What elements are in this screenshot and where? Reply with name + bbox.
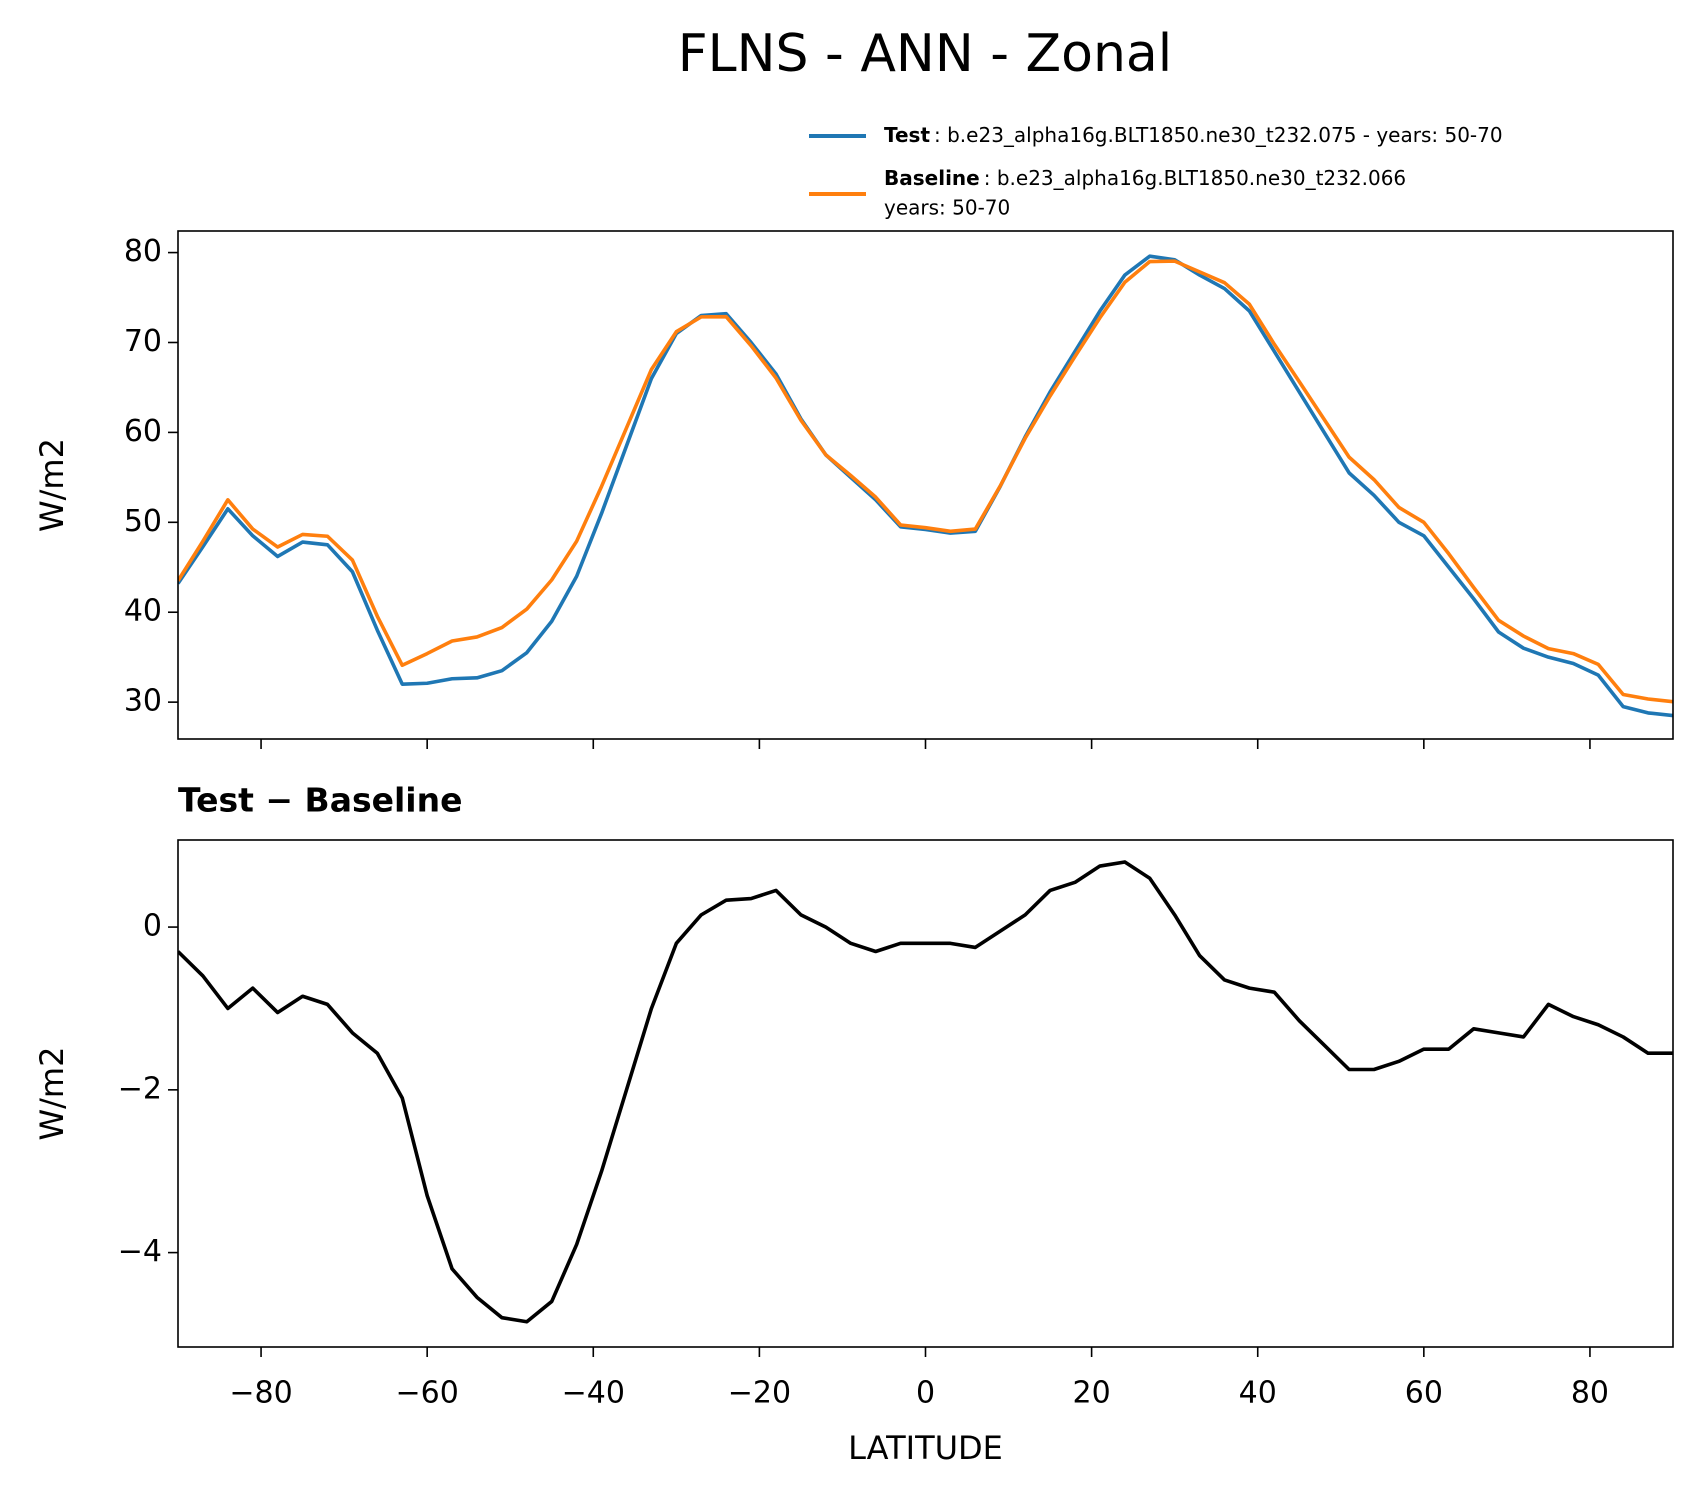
- figure-title: FLNS - ANN - Zonal: [678, 24, 1173, 84]
- y-axis-label: W/m2: [33, 438, 71, 532]
- x-tick-label: 60: [1405, 1376, 1443, 1411]
- x-tick-label: 80: [1571, 1376, 1609, 1411]
- x-tick-label: 20: [1073, 1376, 1111, 1411]
- legend-name: Baseline: [884, 166, 980, 190]
- legend-description: : b.e23_alpha16g.BLT1850.ne30_t232.066: [984, 166, 1406, 190]
- y-tick-label: 30: [124, 684, 162, 719]
- y-tick-label: −4: [118, 1234, 162, 1269]
- y-tick-label: 40: [124, 594, 162, 629]
- x-tick-label: −80: [229, 1376, 292, 1411]
- y-tick-label: −2: [118, 1071, 162, 1106]
- y-axis-label: W/m2: [33, 1047, 71, 1141]
- x-axis-label: LATITUDE: [848, 1429, 1003, 1467]
- y-tick-label: 80: [124, 234, 162, 269]
- y-tick-label: 50: [124, 504, 162, 539]
- subplot-title: Test − Baseline: [178, 781, 463, 820]
- y-tick-label: 60: [124, 414, 162, 449]
- series-line: [178, 860, 1673, 1324]
- legend-description: years: 50-70: [884, 196, 1010, 220]
- legend-label: Baseline: b.e23_alpha16g.BLT1850.ne30_t2…: [884, 166, 1406, 190]
- legend-name: Test: [884, 123, 930, 147]
- series-line: [178, 254, 1673, 718]
- x-tick-label: 0: [916, 1376, 935, 1411]
- x-tick-label: 40: [1239, 1376, 1277, 1411]
- x-tick-label: −60: [396, 1376, 459, 1411]
- x-tick-label: −20: [728, 1376, 791, 1411]
- y-tick-label: 70: [124, 324, 162, 359]
- plot-frame: [177, 839, 1674, 1348]
- legend-label: Test: b.e23_alpha16g.BLT1850.ne30_t232.0…: [884, 123, 1503, 147]
- legend-description: : b.e23_alpha16g.BLT1850.ne30_t232.075 -…: [934, 123, 1503, 147]
- y-tick-label: 0: [143, 909, 162, 944]
- x-tick-label: −40: [562, 1376, 625, 1411]
- plot-frame: [177, 230, 1674, 740]
- series-line: [178, 259, 1673, 704]
